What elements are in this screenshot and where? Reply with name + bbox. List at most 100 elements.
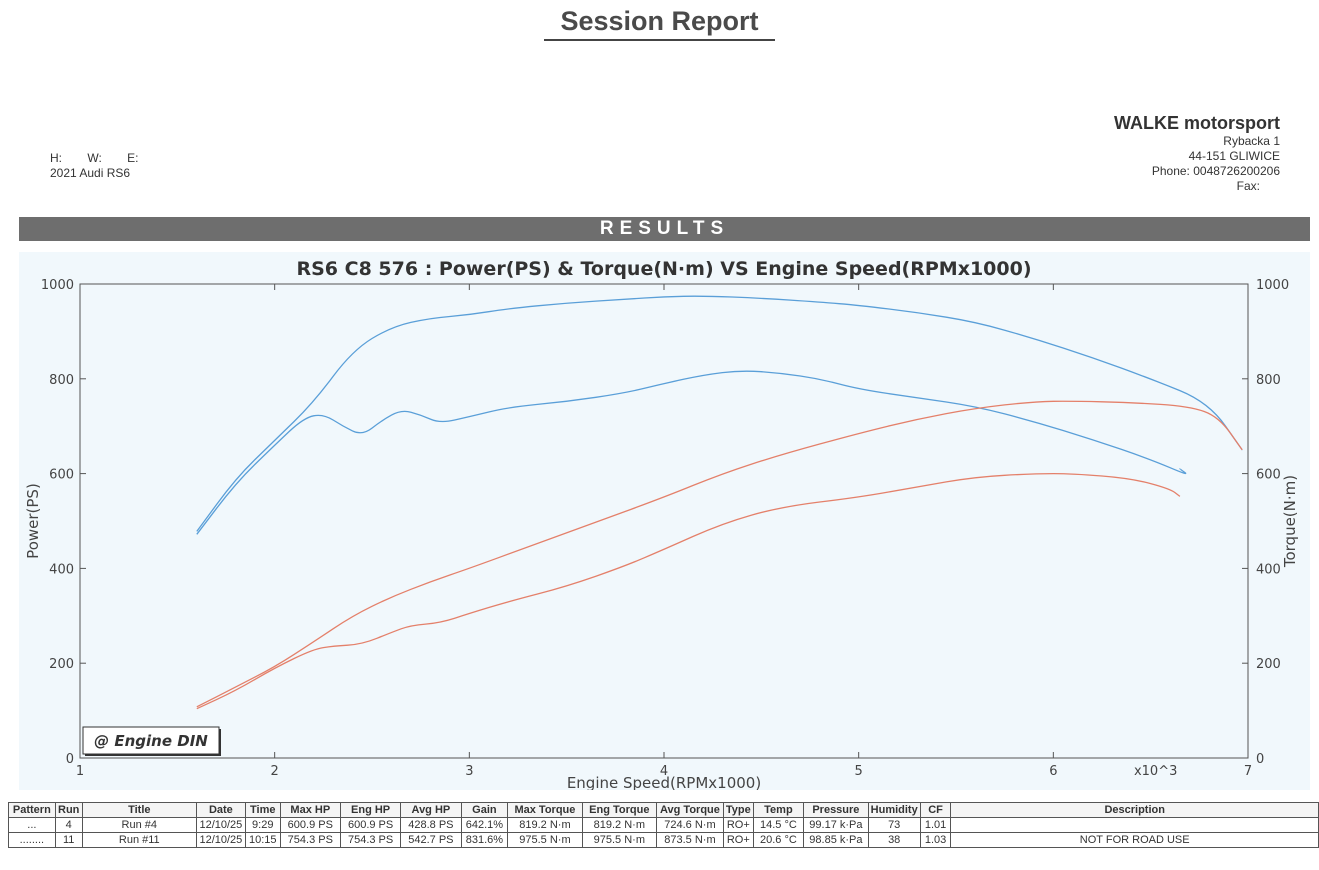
- vehicle-info: H: W: E: 2021 Audi RS6: [50, 151, 160, 181]
- y-tick-label-left: 200: [49, 657, 74, 672]
- vehicle-e-label: E:: [127, 151, 139, 165]
- table-cell: 11: [54, 832, 83, 848]
- table-header-cell: Time: [244, 802, 281, 818]
- table-cell: 12/10/25: [195, 817, 246, 833]
- y-tick-label-left: 400: [49, 562, 74, 577]
- company-city: 44-151 GLIWICE: [1188, 149, 1280, 163]
- y-tick-label-left: 0: [66, 752, 74, 767]
- dyno-chart: RS6 C8 576 : Power(PS) & Torque(N·m) VS …: [19, 252, 1310, 790]
- y-tick-label-right: 800: [1256, 373, 1281, 388]
- table-cell: 819.2 N·m: [507, 817, 583, 833]
- table-cell: 642.1%: [460, 817, 509, 833]
- y-tick-label-left: 600: [49, 468, 74, 483]
- table-cell: 724.6 N·m: [656, 817, 724, 833]
- x-tick-label: 1: [76, 764, 84, 779]
- table-row: ... 4 Run #4 12/10/25 9:29 600.9 PS 600.9 PS 42…: [8, 817, 1319, 833]
- table-cell: 975.5 N·m: [581, 832, 658, 848]
- table-cell: 20.6 °C: [752, 832, 805, 848]
- table-header-cell: Type: [722, 802, 754, 818]
- table-header-cell: Max Torque: [507, 802, 583, 818]
- table-cell: NOT FOR ROAD USE: [950, 832, 1319, 848]
- report-title: Session Report: [0, 6, 1319, 41]
- torque-curve-run-11: [196, 295, 1243, 532]
- table-cell: ...: [8, 817, 56, 833]
- y-tick-label-right: 1000: [1256, 278, 1289, 293]
- y-axis-label-right: Torque(N·m): [1281, 475, 1299, 568]
- table-cell: 99.17 k·Pa: [803, 817, 869, 833]
- x-tick-label: 3: [465, 764, 473, 779]
- y-tick-label-right: 600: [1256, 468, 1281, 483]
- watermark-label: @ Engine DIN: [94, 732, 208, 750]
- x-tick-label: 7: [1244, 764, 1252, 779]
- table-cell: 98.85 k·Pa: [803, 832, 869, 848]
- table-cell: Run #4: [81, 817, 197, 833]
- x-tick-label: 4: [660, 764, 668, 779]
- table-cell: 1.03: [919, 832, 952, 848]
- x-tick-label: 6: [1049, 764, 1057, 779]
- table-header-cell: Temp: [752, 802, 805, 818]
- table-cell: [950, 817, 1319, 833]
- table-cell: 754.3 PS: [279, 832, 341, 848]
- vehicle-w-label: W:: [87, 151, 102, 165]
- plot-frame: [79, 283, 1249, 759]
- y-axis-label-left: Power(PS): [24, 483, 42, 559]
- table-cell: 542.7 PS: [400, 832, 462, 848]
- table-cell: 600.9 PS: [279, 817, 341, 833]
- table-cell: 975.5 N·m: [507, 832, 583, 848]
- x-axis-label: Engine Speed(RPMx1000): [567, 774, 761, 790]
- table-header-cell: Title: [81, 802, 197, 818]
- table-cell: Run #11: [81, 832, 197, 848]
- table-header-cell: Pressure: [803, 802, 869, 818]
- table-cell: 73: [867, 817, 921, 833]
- table-cell: 9:29: [244, 817, 281, 833]
- table-cell: RO+: [722, 817, 754, 833]
- company-name: WALKE motorsport: [1114, 113, 1280, 133]
- chart-svg: RS6 C8 576 : Power(PS) & Torque(N·m) VS …: [24, 258, 1299, 790]
- table-cell: 754.3 PS: [339, 832, 402, 848]
- table-header-cell: Humidity: [867, 802, 921, 818]
- table-header-cell: CF: [919, 802, 952, 818]
- table-cell: 819.2 N·m: [581, 817, 658, 833]
- table-cell: 12/10/25: [195, 832, 246, 848]
- table-cell: 4: [54, 817, 83, 833]
- y-tick-label-left: 1000: [41, 278, 74, 293]
- results-table: Pattern Run Title Date Time Max HP Eng HP Avg H…: [8, 802, 1319, 848]
- vehicle-hwe: H: W: E:: [50, 151, 160, 166]
- table-header-cell: Eng HP: [339, 802, 402, 818]
- chart-title: RS6 C8 576 : Power(PS) & Torque(N·m) VS …: [296, 258, 1031, 280]
- table-header-cell: Avg HP: [400, 802, 462, 818]
- table-header-cell: Avg Torque: [656, 802, 724, 818]
- table-cell: ........: [8, 832, 56, 848]
- y-tick-label-right: 0: [1256, 752, 1264, 767]
- company-fax: Fax:: [1236, 179, 1260, 193]
- x-tick-label: 2: [271, 764, 279, 779]
- vehicle-h-label: H:: [50, 151, 62, 165]
- torque-curve-run-4: [196, 370, 1187, 535]
- table-header-cell: Pattern: [8, 802, 56, 818]
- table-header-cell: Eng Torque: [581, 802, 658, 818]
- table-header-cell: Max HP: [279, 802, 341, 818]
- x-tick-label: 5: [855, 764, 863, 779]
- table-header-row: Pattern Run Title Date Time Max HP Eng HP Avg H…: [8, 802, 1319, 818]
- vehicle-name: 2021 Audi RS6: [50, 166, 131, 180]
- table-cell: 10:15: [244, 832, 281, 848]
- watermark-box: [82, 726, 220, 755]
- results-bar: RESULTS: [19, 217, 1310, 241]
- table-cell: RO+: [722, 832, 754, 848]
- table-body: ... 4 Run #4 12/10/25 9:29 600.9 PS 600.9 PS 42…: [8, 817, 1319, 848]
- table-cell: 428.8 PS: [400, 817, 462, 833]
- x-multiplier-label: x10^3: [1134, 764, 1177, 779]
- power-curve-run-11: [196, 400, 1243, 708]
- y-tick-label-right: 400: [1256, 562, 1281, 577]
- company-street: Rybacka 1: [1223, 134, 1280, 148]
- table-header-cell: Date: [195, 802, 246, 818]
- table-cell: 873.5 N·m: [656, 832, 724, 848]
- table-cell: 1.01: [919, 817, 952, 833]
- y-tick-label-right: 200: [1256, 657, 1281, 672]
- table-header-cell: Run: [54, 802, 83, 818]
- table-header-cell: Description: [950, 802, 1319, 818]
- company-info: WALKE motorsport Rybacka 1 44-151 GLIWIC…: [1114, 112, 1280, 194]
- power-curve-run-4: [196, 472, 1181, 710]
- table-cell: 831.6%: [460, 832, 509, 848]
